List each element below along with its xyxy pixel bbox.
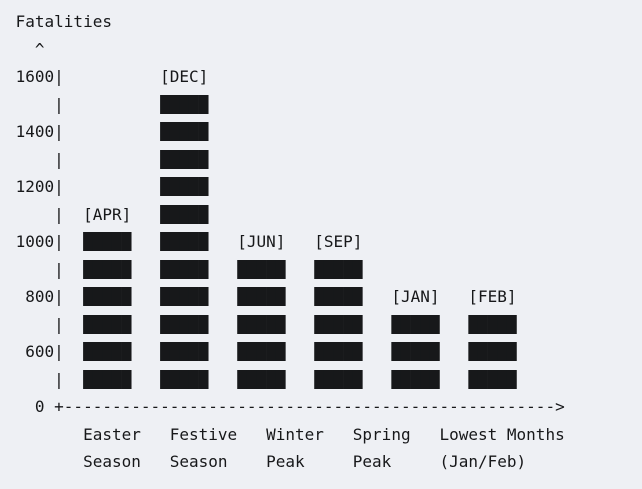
ascii-bar-chart: Fatalities ^ 1600| [DEC] | █████ 1400| █… [15,12,565,471]
